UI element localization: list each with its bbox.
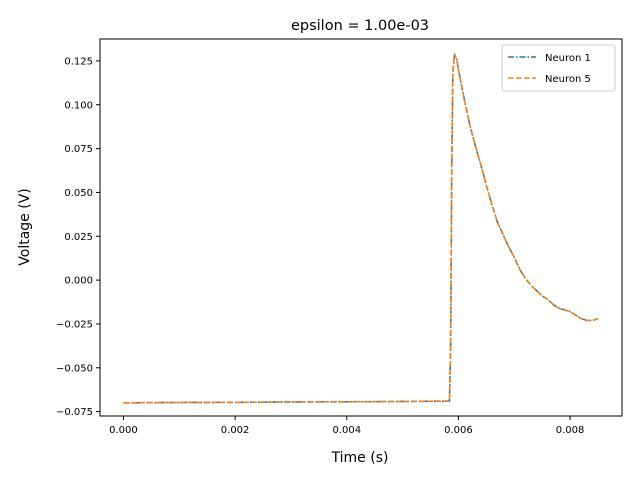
y-tick-label: 0.075 bbox=[64, 144, 93, 155]
y-tick-label: −0.025 bbox=[56, 319, 93, 330]
x-tick-label: 0.000 bbox=[109, 425, 138, 436]
x-tick-label: 0.008 bbox=[556, 425, 585, 436]
series-line-neuron-5 bbox=[123, 53, 599, 404]
y-tick-label: 0.025 bbox=[64, 232, 93, 243]
legend-box bbox=[501, 44, 616, 92]
y-tick-label: −0.050 bbox=[56, 363, 93, 374]
x-tick-label: 0.002 bbox=[221, 425, 250, 436]
series-layer bbox=[123, 53, 599, 404]
plot-frame bbox=[99, 38, 623, 417]
y-tick-label: 0.000 bbox=[64, 276, 93, 287]
legend: Neuron 1 Neuron 5 bbox=[501, 44, 616, 92]
legend-label-neuron-1: Neuron 1 bbox=[545, 53, 591, 64]
x-tick-label: 0.006 bbox=[444, 425, 473, 436]
y-axis-title: Voltage (V) bbox=[17, 188, 33, 265]
y-tick-label: 0.125 bbox=[64, 56, 93, 67]
y-axis: −0.075 −0.050 −0.025 0.000 0.025 0.050 0.075 0.… bbox=[56, 56, 100, 418]
y-tick-label: 0.100 bbox=[64, 100, 93, 111]
series-line-neuron-1 bbox=[123, 54, 599, 404]
plot-area: 0.000 0.002 0.004 0.006 0.008 −0.075−0.050−0… bbox=[56, 38, 623, 436]
x-tick-label: 0.004 bbox=[332, 425, 361, 436]
y-tick-label: 0.050 bbox=[64, 188, 93, 199]
x-axis: 0.000 0.002 0.004 0.006 0.008 bbox=[109, 416, 584, 436]
chart-title: epsilon = 1.00e-03 bbox=[291, 18, 429, 34]
legend-label-neuron-5: Neuron 5 bbox=[545, 74, 591, 85]
y-tick-label: −0.075 bbox=[56, 407, 93, 418]
x-axis-title: Time (s) bbox=[331, 450, 389, 466]
